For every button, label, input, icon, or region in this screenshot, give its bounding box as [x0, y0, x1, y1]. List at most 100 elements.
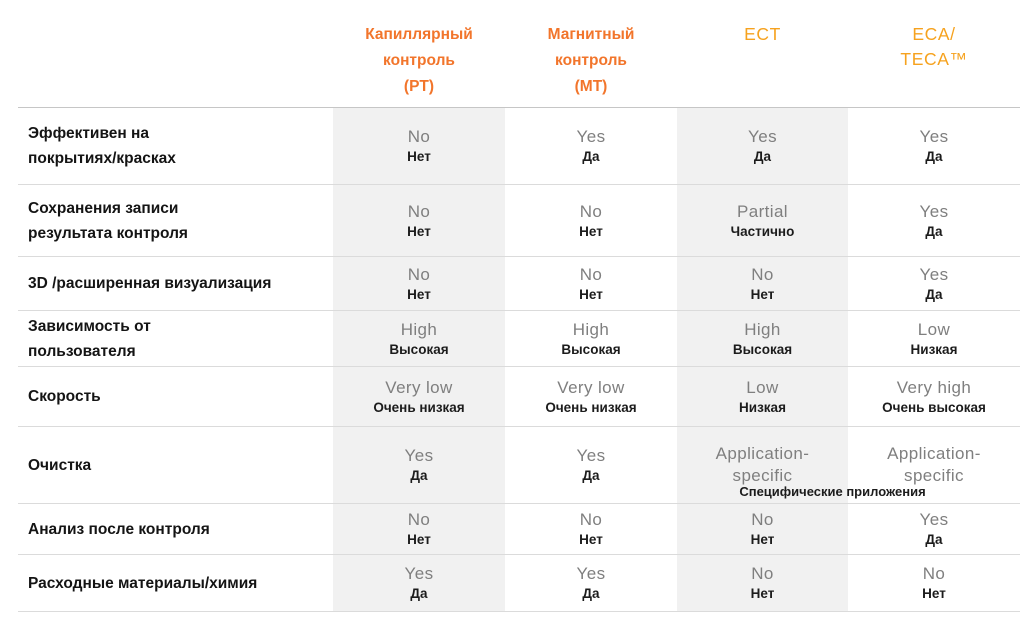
cell-pt: No Нет: [333, 257, 505, 310]
table-row: Очистка Yes Да Yes Да Application-specific App…: [18, 427, 1020, 504]
cell-ect: No Нет: [677, 504, 848, 554]
cell-pt: Yes Да: [333, 555, 505, 611]
cell-value-en: Yes: [576, 446, 606, 465]
cell-value-ru: Высокая: [389, 341, 449, 357]
row-label: Очистка: [18, 427, 333, 503]
cell-ect: Low Низкая: [677, 367, 848, 426]
cell-value-en: specific: [732, 466, 793, 485]
cell-ect: Partial Частично: [677, 185, 848, 256]
row-label-line: покрытиях/красках: [28, 150, 176, 167]
cell-value-en: Partial: [737, 201, 788, 221]
row-label-line: Сохранения записи: [28, 199, 179, 217]
cell-value-ru: Нет: [750, 286, 775, 302]
cell-value-en: Yes: [919, 264, 949, 284]
cell-value-ru: Нет: [579, 532, 603, 547]
row-label-line: Очистка: [28, 456, 92, 474]
cell-value-ru: Нет: [407, 223, 431, 239]
cell-value-en: No: [407, 264, 431, 284]
cell-value-en: High: [572, 319, 610, 339]
cell-value-ru: Нет: [407, 149, 431, 164]
cell-value-ru: Да: [582, 149, 600, 164]
cell-value-en: No: [751, 264, 774, 284]
row-label-line: пользователя: [28, 342, 136, 360]
cell-value-en: No: [579, 264, 603, 284]
cell-value-en: Yes: [748, 127, 777, 146]
cell-pt: Very low Очень низкая: [333, 367, 505, 426]
header-spacer: [18, 0, 333, 107]
cell-value-ru: Да: [925, 286, 943, 302]
cell-value-en: Very low: [385, 377, 453, 397]
cell-value-ru: Нет: [407, 286, 431, 302]
cell-value-ru: Нет: [750, 586, 775, 601]
cell-mt: Yes Да: [505, 555, 677, 611]
cell-ect: No Нет: [677, 257, 848, 310]
row-label: Скорость: [18, 367, 333, 426]
column-header-line: контроль: [383, 52, 455, 69]
cell-value-en: Low: [917, 319, 951, 339]
cell-mt: Yes Да: [505, 427, 677, 503]
row-label-line: Зависимость от: [28, 317, 151, 335]
row-label-line: Скорость: [28, 388, 101, 405]
cell-value-en: Low: [746, 377, 779, 397]
cell-value-en: No: [579, 510, 603, 529]
row-label: Зависимость от пользователя: [18, 311, 333, 366]
cell-ect: Yes Да: [677, 108, 848, 184]
cell-value-en: High: [744, 319, 781, 339]
cell-value-ru: Нет: [579, 286, 603, 302]
row-label: Анализ после контроля: [18, 504, 333, 554]
cell-ect: No Нет: [677, 555, 848, 611]
cell-value-en: Yes: [919, 510, 949, 529]
cell-value-en: No: [751, 564, 774, 583]
column-header-pt: Капиллярный контроль (PT): [333, 0, 505, 107]
column-header-line: TECA™: [900, 49, 968, 69]
cell-ect: Application-specific: [677, 427, 848, 503]
cell-mt: Yes Да: [505, 108, 677, 184]
cell-mt: Very low Очень низкая: [505, 367, 677, 426]
cell-value-en: Yes: [919, 127, 949, 146]
row-label: Эффективен на покрытиях/красках: [18, 108, 333, 184]
cell-value-en: No: [579, 201, 603, 221]
cell-value-en: Yes: [576, 564, 606, 583]
cell-eca: No Нет: [848, 555, 1020, 611]
cell-value-ru: Низкая: [910, 341, 958, 357]
column-header-line: (MT): [574, 78, 608, 95]
cell-value-en: No: [751, 510, 774, 529]
cell-eca: Yes Да: [848, 257, 1020, 310]
cell-mt: No Нет: [505, 257, 677, 310]
row-label-line: 3D /расширенная визуализация: [28, 275, 272, 292]
cell-value-ru: Частично: [730, 223, 795, 239]
cell-ect: High Высокая: [677, 311, 848, 366]
cell-value-ru: Очень низкая: [545, 399, 637, 415]
cell-value-ru: Да: [410, 586, 428, 601]
cell-value-en: Yes: [919, 201, 949, 221]
cell-value-en: Very low: [557, 377, 625, 397]
column-header-line: ECA/: [912, 24, 956, 44]
row-label-line: Расходные материалы/химия: [28, 574, 258, 592]
cell-pt: High Высокая: [333, 311, 505, 366]
table-row: Эффективен на покрытиях/красках No Нет Yes Да…: [18, 108, 1020, 185]
row-label-line: Эффективен на: [28, 125, 150, 142]
cell-value-ru: Да: [925, 223, 943, 239]
cell-value-en: High: [400, 319, 438, 339]
row-label: Расходные материалы/химия: [18, 555, 333, 611]
shared-value-ru: Специфические приложения: [739, 484, 926, 499]
cell-value-ru: Да: [410, 468, 428, 483]
cell-pt: No Нет: [333, 108, 505, 184]
row-label: 3D /расширенная визуализация: [18, 257, 333, 310]
row-label-line: результата контроля: [28, 224, 188, 242]
column-header-mt: Магнитный контроль (MT): [505, 0, 677, 107]
column-header-eca: ECA/TECA™: [848, 0, 1020, 107]
table-header-row: Капиллярный контроль (PT) Магнитный контроль…: [18, 0, 1020, 108]
cell-value-en: Very high: [896, 377, 972, 397]
row-label-line: Анализ после контроля: [28, 520, 210, 538]
cell-eca: Yes Да: [848, 504, 1020, 554]
cell-pt: Yes Да: [333, 427, 505, 503]
cell-value-en: Yes: [576, 127, 606, 146]
cell-value-ru: Высокая: [561, 341, 621, 357]
cell-value-ru: Да: [582, 586, 600, 601]
cell-value-ru: Низкая: [739, 399, 786, 415]
table-row: Зависимость от пользователя High Высокая Hig…: [18, 311, 1020, 367]
table-row: Расходные материалы/химия Yes Да Yes Да No Нет…: [18, 555, 1020, 612]
cell-value-en: Yes: [404, 446, 434, 465]
